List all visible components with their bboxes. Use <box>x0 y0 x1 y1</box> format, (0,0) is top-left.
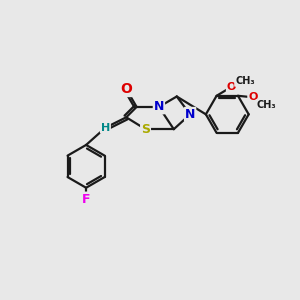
Text: F: F <box>82 193 90 206</box>
Text: N: N <box>185 108 195 121</box>
Text: S: S <box>141 123 150 136</box>
Text: O: O <box>248 92 257 102</box>
Text: O: O <box>227 82 236 92</box>
Text: O: O <box>120 82 132 96</box>
Text: N: N <box>154 100 164 113</box>
Text: H: H <box>101 123 110 133</box>
Text: CH₃: CH₃ <box>235 76 255 86</box>
Text: CH₃: CH₃ <box>256 100 276 110</box>
